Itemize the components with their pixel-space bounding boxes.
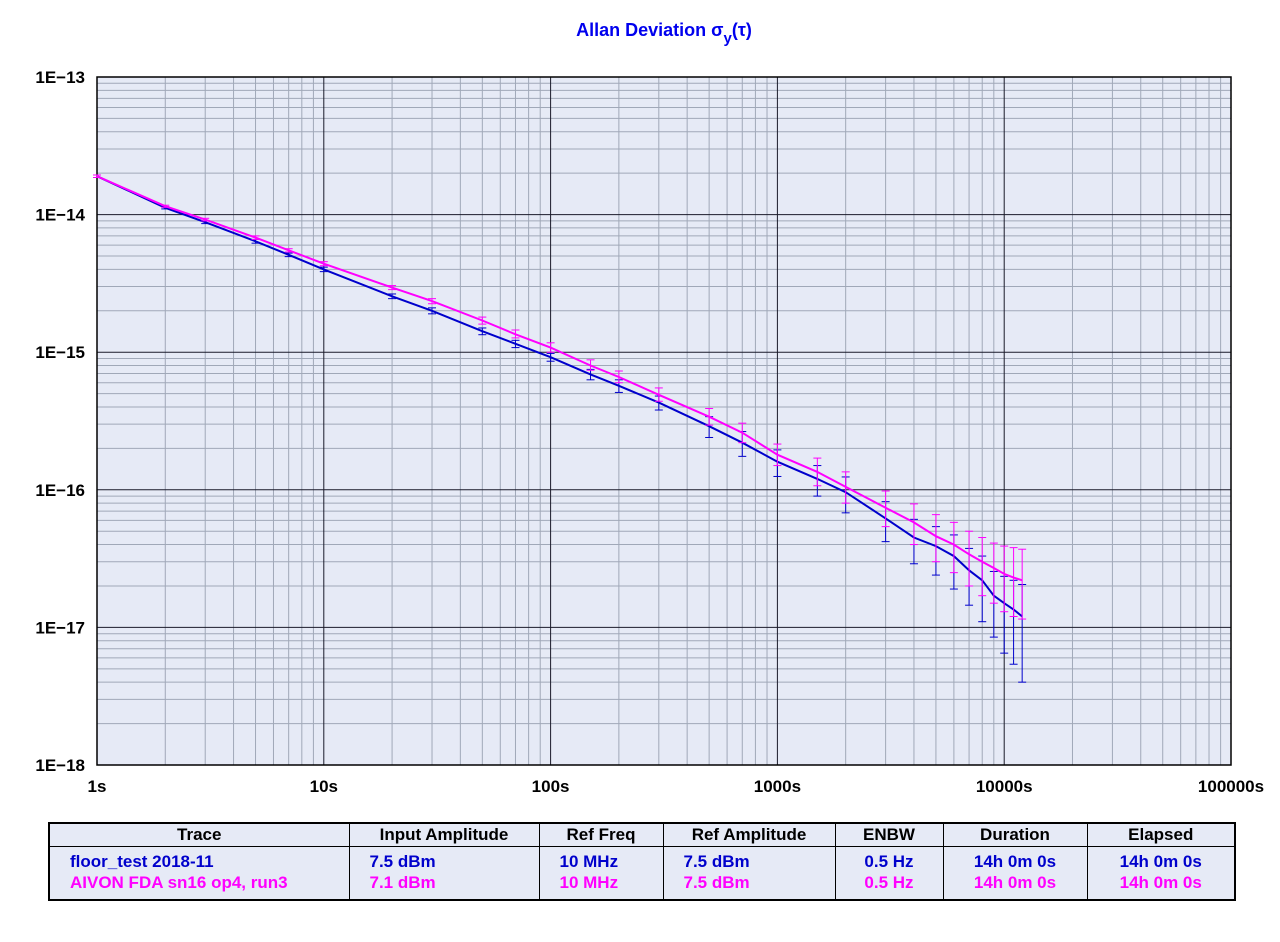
y-tick-label: 1E−15: [35, 343, 85, 362]
header-trace: Trace: [49, 823, 349, 847]
cell-enbw: 0.5 Hz: [834, 846, 943, 872]
cell-ref-amplitude: 7.5 dBm: [662, 872, 835, 900]
cell-input-amplitude: 7.5 dBm: [348, 846, 539, 872]
y-tick-label: 1E−13: [35, 68, 85, 87]
plot-area: 1s 10s 100s 1000s 10000s 100000s 1E−13 1E−14 1E−…: [35, 68, 1264, 796]
cell-duration: 14h 0m 0s: [942, 872, 1087, 900]
cell-ref-amplitude: 7.5 dBm: [662, 846, 835, 872]
cell-duration: 14h 0m 0s: [942, 846, 1087, 872]
series-line: [96, 175, 1023, 582]
x-tick-label: 100s: [532, 777, 570, 796]
cell-elapsed: 14h 0m 0s: [1086, 872, 1235, 900]
x-tick-label: 1s: [88, 777, 107, 796]
y-tick-label: 1E−17: [35, 618, 85, 637]
cell-trace-name: floor_test 2018-11: [70, 851, 214, 871]
chart-title-subscript: y: [723, 30, 732, 47]
header-duration: Duration: [942, 823, 1087, 847]
header-elapsed: Elapsed: [1086, 823, 1235, 847]
cell-ref-freq: 10 MHz: [538, 872, 663, 900]
x-tick-label: 1000s: [754, 777, 801, 796]
allan-deviation-chart: Allan Deviation σy(τ) 1s 10s 100s 1000s 1000…: [35, 20, 1264, 796]
y-tick-label: 1E−14: [35, 206, 85, 225]
x-tick-label: 100000s: [1198, 777, 1264, 796]
y-tick-label: 1E−18: [35, 756, 85, 775]
cell-elapsed: 14h 0m 0s: [1086, 846, 1235, 872]
series-line: [96, 175, 1023, 618]
cell-enbw: 0.5 Hz: [834, 872, 943, 900]
plot-background: [97, 77, 1231, 765]
cell-trace-name: AIVON FDA sn16 op4, run3: [70, 872, 288, 892]
chart-title: Allan Deviation σy(τ): [576, 20, 752, 47]
cell-ref-freq: 10 MHz: [538, 846, 663, 872]
header-ref-freq: Ref Freq: [538, 823, 663, 847]
chart-title-suffix: (τ): [732, 20, 752, 40]
header-enbw: ENBW: [834, 823, 943, 847]
cell-input-amplitude: 7.1 dBm: [348, 872, 539, 900]
header-ref-amplitude: Ref Amplitude: [662, 823, 835, 847]
table-row: floor_test 2018-11 7.5 dBm 10 MHz 7.5 dB…: [49, 846, 1235, 872]
y-tick-label: 1E−16: [35, 481, 85, 500]
x-tick-label: 10s: [310, 777, 338, 796]
x-tick-label: 10000s: [976, 777, 1033, 796]
table-header-row: Trace Input Amplitude Ref Freq Ref Ampli…: [49, 823, 1235, 847]
plot-frame: [96, 76, 1232, 766]
header-input-amplitude: Input Amplitude: [348, 823, 539, 847]
trace-table: Trace Input Amplitude Ref Freq Ref Ampli…: [48, 822, 1236, 901]
table-row: AIVON FDA sn16 op4, run3 7.1 dBm 10 MHz …: [49, 872, 1235, 900]
